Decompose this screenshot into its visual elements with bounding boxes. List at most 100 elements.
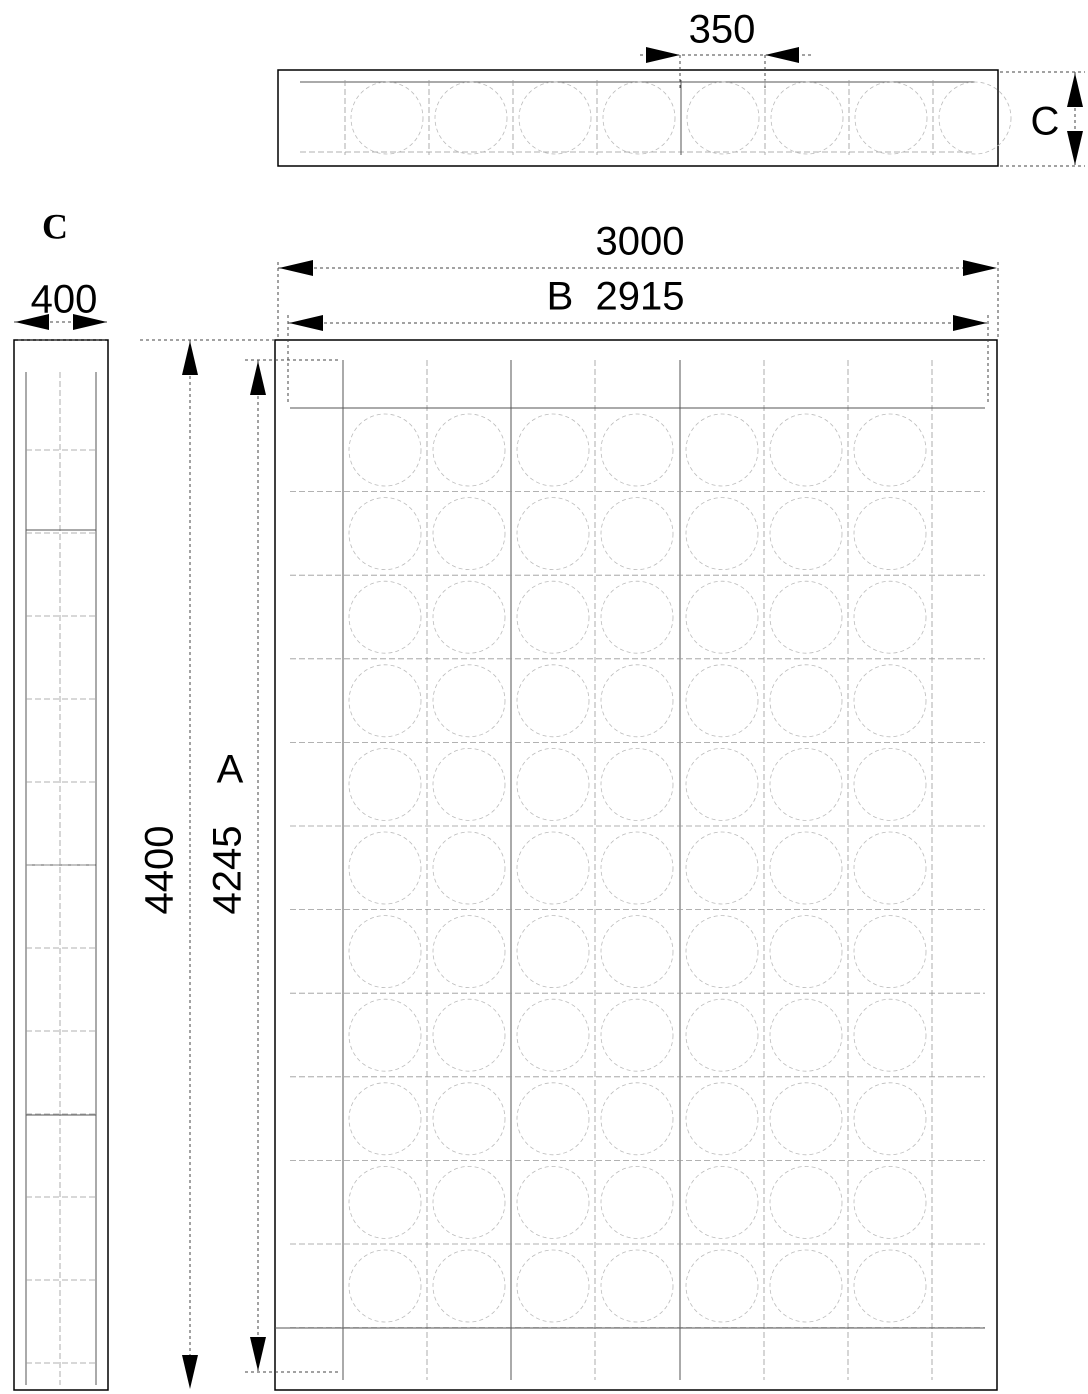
opening: [685, 998, 759, 1072]
arrowhead: [646, 47, 680, 63]
dimension-label: 400: [31, 278, 98, 322]
opening: [516, 1082, 590, 1156]
opening: [348, 915, 422, 988]
opening: [600, 915, 674, 988]
opening: [600, 580, 674, 654]
opening: [600, 831, 674, 905]
opening: [685, 1082, 759, 1156]
opening: [432, 664, 506, 738]
opening: [600, 1166, 674, 1239]
opening: [770, 81, 844, 155]
opening: [685, 413, 759, 487]
opening: [685, 497, 759, 570]
arrowhead: [279, 260, 313, 276]
opening: [853, 998, 927, 1072]
opening: [686, 81, 760, 155]
arrowhead: [1067, 73, 1083, 107]
opening: [853, 413, 927, 487]
opening: [769, 497, 843, 570]
opening: [432, 915, 506, 988]
opening: [769, 664, 843, 738]
opening: [602, 81, 676, 155]
arrowhead: [1067, 131, 1083, 165]
opening: [516, 915, 590, 988]
opening: [516, 664, 590, 738]
opening: [685, 1249, 759, 1323]
opening: [350, 81, 424, 155]
opening: [853, 1166, 927, 1239]
opening: [348, 413, 422, 487]
opening: [685, 915, 759, 988]
opening: [432, 998, 506, 1072]
opening: [600, 1249, 674, 1323]
opening: [348, 1166, 422, 1239]
dimension-label: 4245: [206, 826, 250, 915]
opening: [853, 915, 927, 988]
opening: [854, 81, 928, 155]
opening: [600, 1082, 674, 1156]
opening: [348, 497, 422, 570]
opening: [769, 580, 843, 654]
opening: [769, 748, 843, 821]
opening: [685, 831, 759, 905]
opening: [853, 664, 927, 738]
opening: [348, 1082, 422, 1156]
opening: [600, 497, 674, 570]
opening: [432, 831, 506, 905]
opening: [769, 1082, 843, 1156]
dimension-label: A: [217, 748, 244, 792]
opening: [516, 497, 590, 570]
opening: [769, 413, 843, 487]
opening: [769, 1166, 843, 1239]
opening: [432, 413, 506, 487]
opening: [516, 580, 590, 654]
opening: [432, 1166, 506, 1239]
arrowhead: [289, 315, 323, 331]
opening: [853, 497, 927, 570]
arrowhead: [250, 1337, 266, 1371]
opening: [685, 748, 759, 821]
opening: [432, 1249, 506, 1323]
opening: [685, 1166, 759, 1239]
opening: [432, 748, 506, 821]
opening: [516, 1249, 590, 1323]
opening: [769, 998, 843, 1072]
arrowhead: [250, 361, 266, 395]
opening: [348, 664, 422, 738]
opening: [348, 831, 422, 905]
opening: [432, 1082, 506, 1156]
opening: [853, 748, 927, 821]
arrowhead: [182, 341, 198, 375]
opening: [769, 831, 843, 905]
opening: [516, 998, 590, 1072]
dimension-label: C: [1031, 100, 1060, 144]
opening: [516, 831, 590, 905]
opening: [769, 915, 843, 988]
opening: [348, 998, 422, 1072]
opening: [685, 580, 759, 654]
opening: [516, 1166, 590, 1239]
opening: [348, 580, 422, 654]
dimension-label: 350: [689, 8, 756, 52]
opening: [516, 748, 590, 821]
opening: [348, 1249, 422, 1323]
opening: [600, 748, 674, 821]
opening: [432, 580, 506, 654]
opening: [853, 580, 927, 654]
opening: [432, 497, 506, 570]
opening: [600, 998, 674, 1072]
arrowhead: [963, 260, 997, 276]
opening: [600, 413, 674, 487]
dimension-label: 4400: [138, 826, 182, 915]
opening: [853, 1249, 927, 1323]
opening: [434, 81, 508, 155]
arrowhead: [15, 314, 49, 330]
opening: [853, 831, 927, 905]
arrowhead: [953, 315, 987, 331]
opening: [685, 664, 759, 738]
opening: [516, 413, 590, 487]
opening: [938, 81, 1012, 155]
top-view-frame: [277, 69, 999, 167]
arrowhead: [765, 47, 799, 63]
